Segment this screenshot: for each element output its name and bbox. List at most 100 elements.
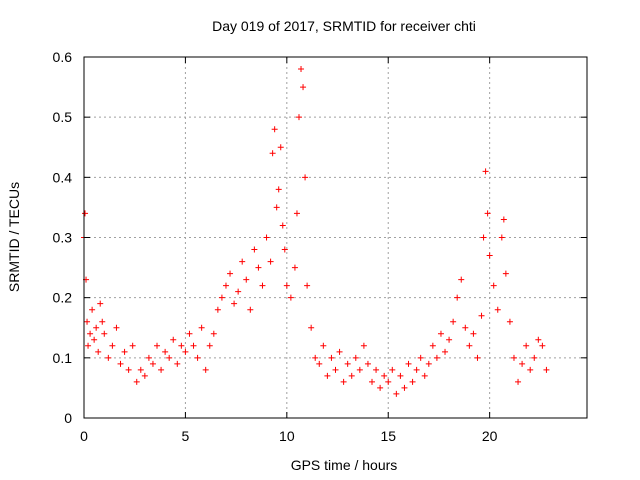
data-point [227, 270, 234, 277]
data-point [141, 372, 148, 379]
data-point [543, 366, 550, 373]
data-point [377, 384, 384, 391]
data-point [500, 216, 507, 223]
data-point [97, 300, 104, 307]
data-point [93, 324, 100, 331]
data-point [85, 342, 92, 349]
data-point [243, 276, 250, 283]
data-point [273, 204, 280, 211]
data-point [129, 342, 136, 349]
data-point [287, 294, 294, 301]
data-point [235, 288, 242, 295]
y-tick-label: 0.4 [53, 169, 73, 185]
data-point [218, 294, 225, 301]
x-tick-label: 5 [182, 428, 190, 444]
data-point [466, 342, 473, 349]
data-point [515, 378, 522, 385]
data-point [510, 354, 517, 361]
data-points [81, 66, 550, 397]
data-point [295, 114, 302, 121]
data-point [320, 342, 327, 349]
data-point [519, 360, 526, 367]
y-tick-label: 0.5 [53, 109, 73, 125]
data-point [298, 66, 305, 73]
data-point [360, 342, 367, 349]
data-point [190, 342, 197, 349]
data-point [454, 294, 461, 301]
data-point [304, 282, 311, 289]
data-point [344, 360, 351, 367]
data-point [145, 354, 152, 361]
data-point [442, 348, 449, 355]
data-point [158, 366, 165, 373]
data-point [421, 372, 428, 379]
data-point [437, 330, 444, 337]
data-point [527, 366, 534, 373]
data-point [166, 354, 173, 361]
data-point [356, 366, 363, 373]
data-point [170, 336, 177, 343]
data-point [308, 324, 315, 331]
data-point [277, 144, 284, 151]
data-point [364, 360, 371, 367]
data-point [336, 348, 343, 355]
data-point [409, 378, 416, 385]
data-point [291, 264, 298, 271]
data-point [373, 366, 380, 373]
data-point [417, 354, 424, 361]
data-point [283, 282, 290, 289]
data-point [348, 372, 355, 379]
data-point [494, 306, 501, 313]
data-point [154, 342, 161, 349]
data-point [385, 378, 392, 385]
x-tick-label: 20 [482, 428, 498, 444]
data-point [474, 354, 481, 361]
data-point [486, 252, 493, 259]
data-point [316, 360, 323, 367]
data-point [450, 318, 457, 325]
data-point [480, 234, 487, 241]
data-point [162, 348, 169, 355]
data-point [87, 330, 94, 337]
data-point [84, 318, 91, 325]
axis-tick-labels: 0 0.1 0.2 0.3 0.4 0.5 0.6 0 5 10 15 20 [53, 49, 498, 444]
data-point [340, 378, 347, 385]
data-point [275, 186, 282, 193]
data-point [133, 378, 140, 385]
data-point [328, 354, 335, 361]
data-point [531, 354, 538, 361]
y-tick-label: 0.2 [53, 290, 73, 306]
data-point [458, 276, 465, 283]
data-point [113, 324, 120, 331]
data-point [300, 84, 307, 91]
data-point [302, 174, 309, 181]
data-point [121, 348, 128, 355]
data-point [523, 342, 530, 349]
data-point [222, 282, 229, 289]
data-point [109, 342, 116, 349]
data-point [99, 318, 106, 325]
data-point [312, 354, 319, 361]
data-point [137, 366, 144, 373]
data-point [389, 366, 396, 373]
y-tick-label: 0.6 [53, 49, 73, 65]
data-point [105, 354, 112, 361]
data-point [178, 342, 185, 349]
data-point [279, 222, 286, 229]
data-point [484, 210, 491, 217]
data-point [324, 372, 331, 379]
data-point [174, 360, 181, 367]
data-point [429, 342, 436, 349]
data-point [397, 372, 404, 379]
data-point [506, 318, 513, 325]
data-point [393, 390, 400, 397]
data-point [89, 306, 96, 313]
x-tick-label: 15 [380, 428, 396, 444]
y-tick-label: 0.3 [53, 230, 73, 246]
x-tick-label: 0 [80, 428, 88, 444]
axis-ticks [83, 56, 587, 419]
y-tick-label: 0 [64, 410, 72, 426]
data-point [369, 378, 376, 385]
data-point [186, 330, 193, 337]
